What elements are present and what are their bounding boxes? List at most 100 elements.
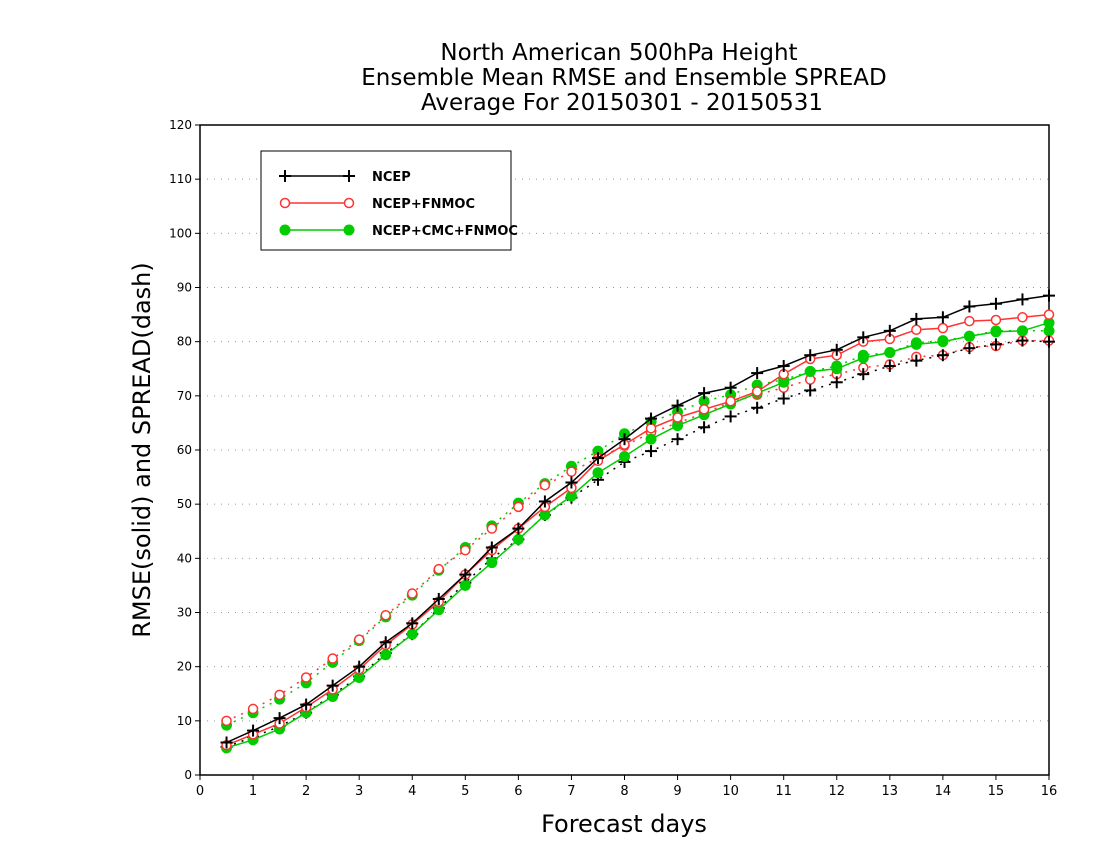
ncep-spread-point [936,349,949,362]
ncep-rmse-point [989,297,1002,310]
x-tick-label: 2 [302,784,310,799]
ncep-fnmoc-spread-point [380,609,391,621]
title-line-1: North American 500hPa Height [440,40,797,66]
ncep-rmse-point [273,712,286,725]
ncep-fnmoc-spread-point [513,501,524,513]
ncep-fnmoc-spread-point [221,715,232,727]
ncep-rmse-point [326,679,339,692]
y-tick-label: 70 [177,389,192,403]
ncep-fnmoc-spread-point [353,634,365,645]
title-line-2: Ensemble Mean RMSE and Ensemble SPREAD [361,65,886,91]
ncep-cmc-fnmoc-rmse-point [937,336,949,348]
ncep-fnmoc-spread-point [327,653,338,664]
ncep-cmc-fnmoc-rmse-point [645,433,657,445]
ncep-rmse-point [565,476,578,489]
ncep-rmse-point [804,349,817,362]
ncep-cmc-fnmoc-rmse-point [831,363,843,375]
ncep-rmse-point [671,399,684,412]
ncep-fnmoc-rmse-point [1017,312,1028,323]
ncep-cmc-fnmoc-spread-line [226,330,1049,726]
ncep-fnmoc-rmse-point [751,386,763,397]
ncep-fnmoc-spread-point [539,479,551,491]
y-tick-label: 40 [177,551,192,565]
ncep-rmse-line [226,294,1050,744]
ncep-rmse-point [618,433,631,446]
ncep-rmse-point [459,568,472,581]
ncep-rmse-point [538,495,551,508]
ncep-rmse-point [300,698,313,711]
x-tick-label: 15 [988,784,1005,799]
ncep-rmse-point [857,331,870,344]
ncep-fnmoc-spread-line [226,339,1049,722]
ncep-cmc-fnmoc-rmse-point [619,451,630,462]
ncep-cmc-fnmoc-rmse-point [1016,325,1028,337]
ncep-fnmoc-spread-point [433,563,445,575]
x-tick-label: 8 [620,784,628,799]
x-tick-label: 14 [935,784,952,799]
title-line-3: Average For 20150301 - 20150531 [421,90,823,116]
ncep-rmse-point [353,660,366,673]
ncep-rmse-point [724,381,737,394]
ncep-spread-point [698,421,711,434]
ncep-spread-point [671,433,684,446]
ncep-fnmoc-rmse-point [937,322,949,334]
ncep-rmse-point [432,592,445,605]
y-tick-label: 20 [177,660,192,674]
ncep-rmse-point [936,311,949,324]
ncep-spread-point [645,445,658,458]
ncep-fnmoc-rmse-point [964,315,975,327]
y-tick-label: 80 [177,335,192,349]
legend-box [260,150,512,251]
ncep-fnmoc-rmse-line [226,313,1050,746]
ncep-rmse-point [220,736,233,749]
y-tick-label: 60 [177,443,192,457]
legend-label-ncep-fnmoc: NCEP+FNMOC [372,197,475,212]
series-layer [220,289,1055,754]
ncep-spread-point [989,338,1002,351]
y-tick-label: 10 [177,714,192,728]
ncep-rmse-point [485,541,498,554]
ncep-rmse-point [830,343,843,356]
x-tick-label: 7 [567,784,575,799]
ncep-rmse-point [1043,289,1055,302]
ncep-cmc-fnmoc-rmse-point [884,347,896,358]
ncep-rmse-point [751,367,764,380]
ncep-rmse-point [1016,293,1029,306]
legend-label-ncep-cmc-fnmoc: NCEP+CMC+FNMOC [372,224,518,239]
x-tick-label: 1 [249,784,257,799]
legend: NCEP NCEP+FNMOC NCEP+CMC+FNMOC [260,150,518,251]
ncep-spread-point [777,392,790,405]
grid-layer [200,178,1049,722]
chart-title: North American 500hPa Height Ensemble Me… [361,40,886,116]
ncep-fnmoc-spread-point [300,672,312,683]
ncep-cmc-fnmoc-rmse-point [990,326,1002,338]
y-tick-label: 0 [184,768,192,782]
ncep-spread-point [883,360,896,373]
x-tick-label: 4 [408,784,416,799]
ncep-rmse-point [963,300,976,313]
y-tick-label: 50 [177,497,192,511]
legend-marker-ncep-fnmoc [343,197,355,209]
ncep-fnmoc-rmse-point [1043,309,1055,320]
ncep-fnmoc-spread-point [247,703,259,715]
ncep-rmse-point [379,636,392,649]
ncep-fnmoc-spread-point [566,466,577,477]
y-tick-label: 30 [177,606,192,620]
ncep-rmse-point [645,412,658,425]
ncep-rmse-point [883,324,896,337]
ncep-cmc-fnmoc-rmse-point [380,649,392,661]
ncep-cmc-fnmoc-rmse-point [459,579,471,591]
ncep-fnmoc-rmse-point [990,314,1002,326]
ncep-fnmoc-rmse-point [911,324,922,335]
ncep-spread-point [1043,335,1055,348]
ncep-spread-point [1016,334,1029,347]
ncep-fnmoc-rmse-point [672,412,683,423]
x-tick-label: 13 [882,784,899,799]
legend-marker-ncep-fnmoc [279,197,291,209]
legend-label-ncep: NCEP [372,170,411,185]
ncep-cmc-fnmoc-rmse-point [512,533,524,545]
x-tick-label: 5 [461,784,469,799]
